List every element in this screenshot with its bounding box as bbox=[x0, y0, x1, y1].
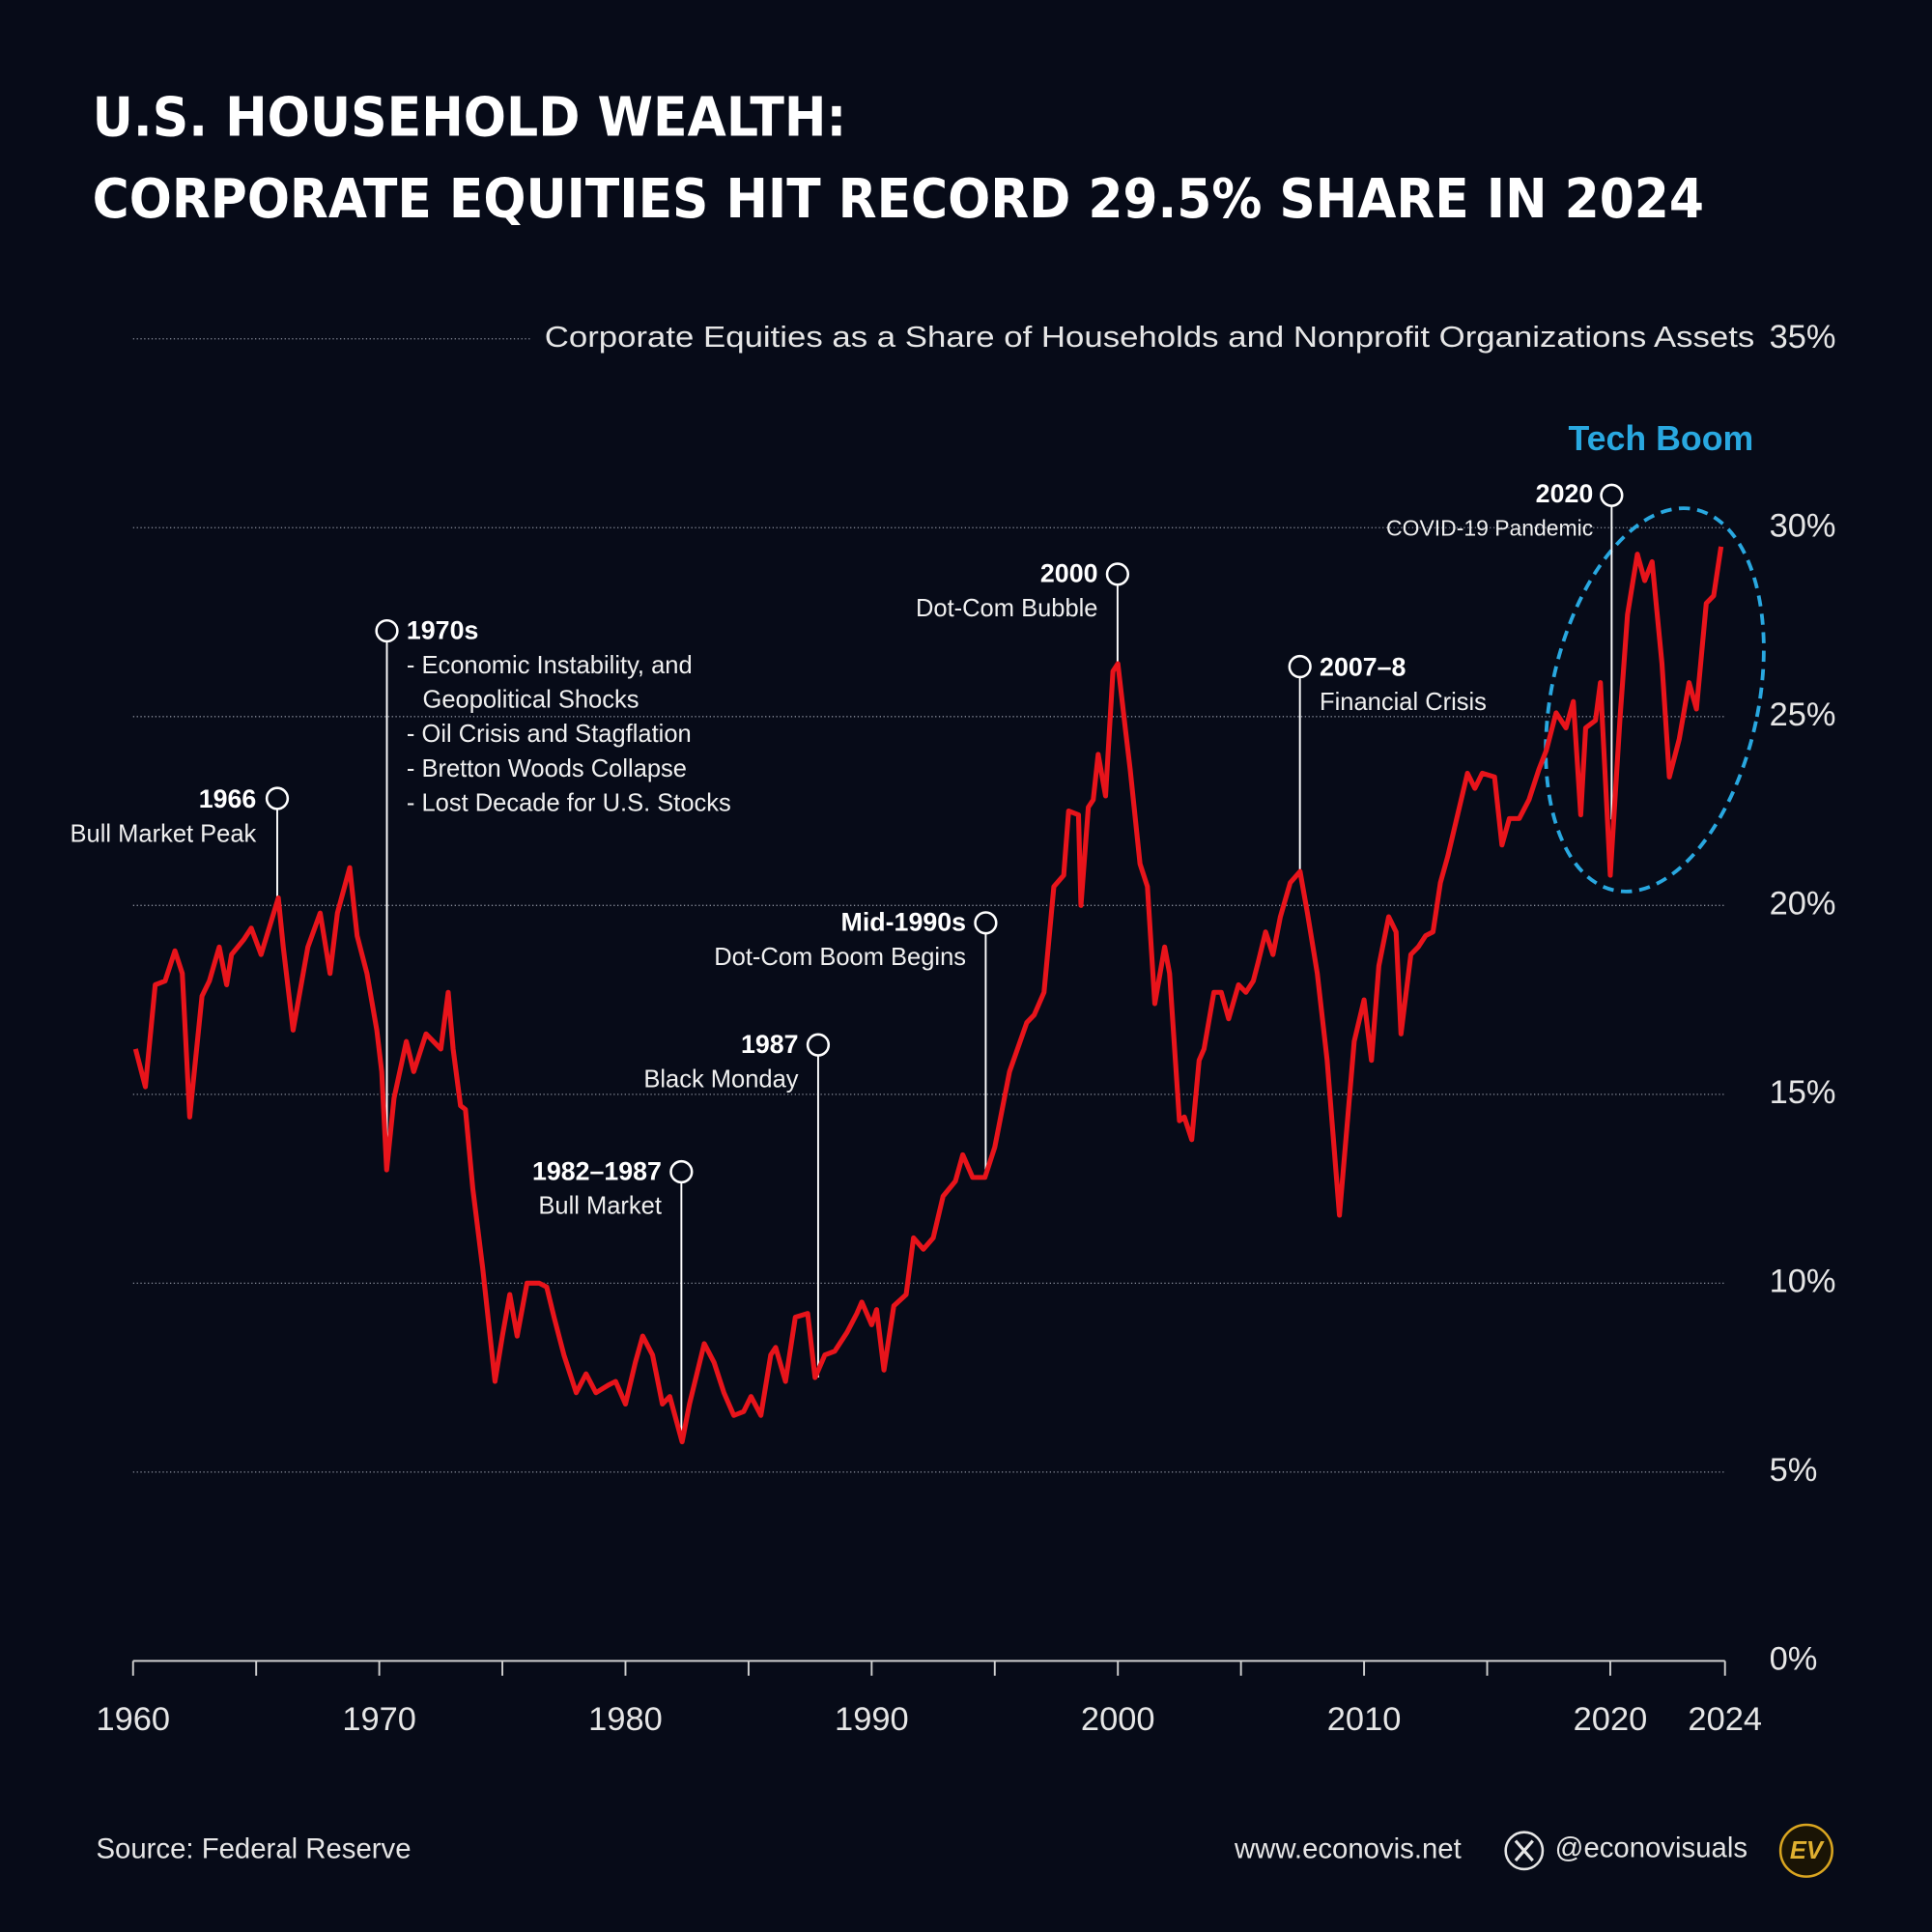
x-tick-label: 2000 bbox=[1081, 1701, 1155, 1738]
y-tick-label: 15% bbox=[1770, 1074, 1836, 1111]
annotation-text: Bull Market Peak bbox=[71, 821, 257, 848]
y-tick-label: 10% bbox=[1770, 1263, 1836, 1299]
annotation-label: 1966 bbox=[199, 784, 257, 813]
annotation-label: 2000 bbox=[1040, 559, 1098, 588]
annotation-marker bbox=[806, 1033, 831, 1057]
y-tick-label: 5% bbox=[1770, 1452, 1818, 1489]
highlight-label: Tech Boom bbox=[1569, 419, 1754, 458]
annotation-text: Bull Market bbox=[538, 1193, 662, 1220]
annotation-label: 2007–8 bbox=[1320, 653, 1406, 682]
annotation-text: - Oil Crisis and Stagflation bbox=[407, 721, 692, 748]
handle: @econovisuals bbox=[1555, 1832, 1747, 1863]
annotation-marker bbox=[1105, 562, 1130, 586]
highlight-ellipse bbox=[1544, 506, 1766, 894]
website: www.econovis.net bbox=[1234, 1833, 1462, 1865]
annotation-marker bbox=[974, 911, 998, 935]
annotation-marker bbox=[1600, 483, 1624, 507]
annotation-label: 2020 bbox=[1536, 479, 1594, 508]
annotation-text: Dot-Com Bubble bbox=[916, 595, 1098, 622]
chart-subtitle: Corporate Equities as a Share of Househo… bbox=[545, 321, 1755, 354]
annotation-marker bbox=[669, 1159, 694, 1184]
logo-badge bbox=[1778, 1823, 1833, 1878]
data-line bbox=[132, 546, 1724, 1445]
annotation-marker bbox=[1288, 654, 1312, 679]
title-line: CORPORATE EQUITIES HIT RECORD 29.5% SHAR… bbox=[93, 168, 1704, 231]
annotation-text: Financial Crisis bbox=[1320, 689, 1487, 716]
x-tick-label: 2024 bbox=[1688, 1701, 1762, 1738]
annotation-text: Geopolitical Shocks bbox=[423, 686, 639, 713]
annotation-text: Dot-Com Boom Begins bbox=[714, 944, 966, 971]
y-tick-label: 30% bbox=[1770, 507, 1836, 544]
y-tick-label: 20% bbox=[1770, 885, 1836, 922]
x-tick-label: 1970 bbox=[342, 1701, 416, 1738]
x-tick-label: 1990 bbox=[835, 1701, 909, 1738]
y-tick-label: 25% bbox=[1770, 696, 1836, 733]
annotation-text: Black Monday bbox=[643, 1065, 798, 1093]
x-tick-label: 1980 bbox=[588, 1701, 663, 1738]
logo: EV bbox=[1790, 1837, 1825, 1864]
x-tick-label: 2010 bbox=[1327, 1701, 1402, 1738]
annotation-label: 1982–1987 bbox=[532, 1156, 662, 1185]
annotation-marker bbox=[265, 786, 290, 810]
x-tick-label: 1960 bbox=[96, 1701, 170, 1738]
annotation-text: - Lost Decade for U.S. Stocks bbox=[407, 790, 731, 817]
title-line: U.S. HOUSEHOLD WEALTH: bbox=[93, 87, 847, 150]
annotation-label: Mid-1990s bbox=[841, 908, 966, 937]
x-tick-label: 2020 bbox=[1574, 1701, 1648, 1738]
source: Source: Federal Reserve bbox=[96, 1833, 411, 1865]
y-tick-label: 35% bbox=[1770, 319, 1836, 355]
annotation-text: - Economic Instability, and bbox=[407, 652, 693, 679]
annotation-marker bbox=[375, 618, 399, 643]
x-icon-glyph bbox=[1514, 1839, 1534, 1862]
annotation-label: 1970s bbox=[407, 615, 478, 644]
annotation-label: 1987 bbox=[741, 1030, 799, 1059]
annotation-text: - Bretton Woods Collapse bbox=[407, 755, 687, 782]
y-tick-label: 0% bbox=[1770, 1640, 1818, 1677]
annotation-text: COVID-19 Pandemic bbox=[1386, 516, 1593, 541]
x-icon bbox=[1504, 1831, 1545, 1871]
